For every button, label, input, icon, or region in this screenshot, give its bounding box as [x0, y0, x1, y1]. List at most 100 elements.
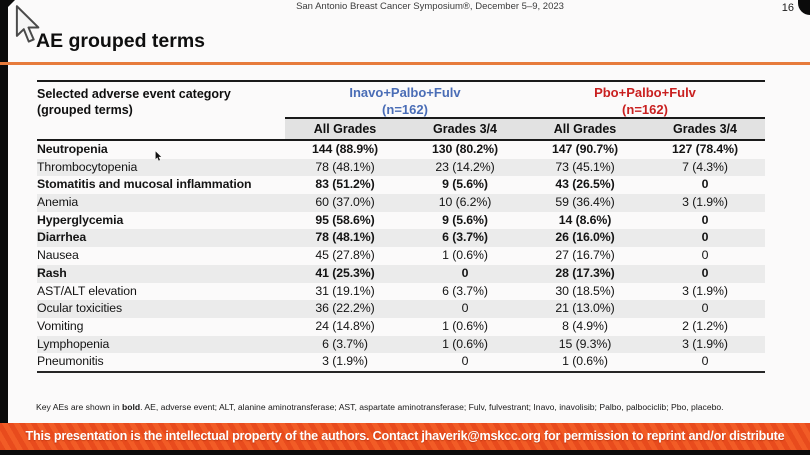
slide-page-number: 16 — [781, 2, 794, 14]
ae-value-all-grades-inavo: 45 (27.8%) — [315, 248, 375, 263]
table-row: Anemia 60 (37.0%) 10 (6.2%) 59 (36.4%) 3… — [37, 194, 765, 212]
ae-value-grades34-inavo: 1 (0.6%) — [442, 318, 488, 333]
ae-category-label: Nausea — [37, 248, 79, 263]
ae-value-grades34-pbo: 0 — [701, 230, 709, 245]
ae-value-all-grades-pbo: 30 (18.5%) — [555, 283, 615, 298]
table-row: Rash 41 (25.3%) 0 28 (17.3%) 0 — [37, 264, 765, 283]
ae-category-label: Hyperglycemia — [37, 212, 124, 227]
ae-value-grades34-inavo: 130 (80.2%) — [432, 142, 498, 156]
table-row: Pneumonitis 3 (1.9%) 0 1 (0.6%) 0 — [37, 353, 765, 371]
mouse-cursor-icon — [13, 5, 43, 52]
table-group-header-row: Selected adverse event category (grouped… — [37, 80, 765, 119]
ae-value-all-grades-inavo: 36 (22.2%) — [315, 301, 375, 316]
slide-title: AE grouped terms — [36, 30, 206, 52]
table-row: Thrombocytopenia 78 (48.1%) 23 (14.2%) 7… — [37, 158, 765, 177]
ae-value-all-grades-inavo: 78 (48.1%) — [315, 230, 375, 245]
group-n: (n=162) — [622, 101, 668, 117]
ae-value-all-grades-inavo: 24 (14.8%) — [315, 318, 375, 333]
ae-category-label: Anemia — [37, 195, 79, 210]
ae-value-all-grades-inavo: 144 (88.9%) — [312, 142, 378, 156]
ae-value-grades34-inavo: 0 — [461, 354, 469, 369]
ae-category-label: Rash — [37, 265, 67, 280]
ae-value-grades34-inavo: 9 (5.6%) — [442, 212, 488, 227]
ae-value-grades34-inavo: 23 (14.2%) — [435, 159, 495, 174]
ae-value-grades34-pbo: 0 — [701, 248, 709, 263]
ae-value-grades34-pbo: 0 — [701, 265, 709, 280]
small-cursor-artifact-icon — [154, 149, 163, 167]
ae-category-label: Thrombocytopenia — [37, 159, 138, 174]
ae-value-all-grades-pbo: 59 (36.4%) — [555, 195, 615, 210]
video-frame-bottom-edge — [0, 450, 810, 455]
ae-value-grades34-pbo: 0 — [701, 212, 709, 227]
ae-category-label: Stomatitis and mucosal inflammation — [37, 177, 252, 192]
table-row: Nausea 45 (27.8%) 1 (0.6%) 27 (16.7%) 0 — [37, 247, 765, 265]
video-frame-corner-top-right — [798, 0, 810, 15]
table-row: Ocular toxicities 36 (22.2%) 0 21 (13.0%… — [37, 300, 765, 318]
ae-value-all-grades-inavo: 31 (19.1%) — [315, 283, 375, 298]
treatment-group-headers: Inavo+Palbo+Fulv (n=162) Pbo+Palbo+Fulv … — [285, 82, 765, 119]
ae-value-grades34-pbo: 2 (1.2%) — [682, 318, 728, 333]
ae-value-all-grades-pbo: 27 (16.7%) — [555, 248, 615, 263]
group-n: (n=162) — [382, 101, 428, 117]
ae-value-grades34-inavo: 10 (6.2%) — [438, 195, 492, 210]
ae-category-label: Lymphopenia — [37, 336, 110, 351]
ae-value-grades34-pbo: 0 — [701, 354, 709, 369]
ae-value-grades34-inavo: 0 — [461, 265, 469, 280]
grade-column-headers: All Grades Grades 3/4 All Grades Grades … — [285, 119, 765, 139]
ae-value-grades34-pbo: 3 (1.9%) — [682, 336, 728, 351]
table-row: AST/ALT elevation 31 (19.1%) 6 (3.7%) 30… — [37, 283, 765, 301]
copyright-banner: This presentation is the intellectual pr… — [0, 423, 810, 450]
group-header-inavo-palbo-fulv: Inavo+Palbo+Fulv (n=162) — [285, 82, 525, 117]
footnote-bold-word: bold — [121, 402, 141, 412]
ae-value-all-grades-inavo: 78 (48.1%) — [315, 159, 375, 174]
ae-value-grades34-pbo: 127 (78.4%) — [672, 142, 738, 156]
conference-header: San Antonio Breast Cancer Symposium®, De… — [296, 1, 564, 12]
ae-category-label: Diarrhea — [37, 230, 87, 245]
ae-category-label: AST/ALT elevation — [37, 283, 137, 298]
title-divider-rule — [0, 62, 810, 65]
adverse-events-table: Selected adverse event category (grouped… — [37, 80, 765, 373]
ae-value-grades34-inavo: 6 (3.7%) — [442, 283, 488, 298]
ae-value-grades34-inavo: 1 (0.6%) — [442, 248, 488, 263]
table-subheader-row: All Grades Grades 3/4 All Grades Grades … — [37, 119, 765, 141]
table-row: Stomatitis and mucosal inflammation 83 (… — [37, 176, 765, 194]
table-body: Neutropenia 144 (88.9%) 130 (80.2%) 147 … — [37, 141, 765, 373]
ae-value-grades34-inavo: 1 (0.6%) — [442, 336, 488, 351]
ae-category-label: Ocular toxicities — [37, 301, 123, 316]
ae-value-all-grades-pbo: 28 (17.3%) — [555, 265, 615, 280]
footnote-rest: . AE, adverse event; ALT, alanine aminot… — [140, 402, 724, 412]
ae-value-all-grades-inavo: 83 (51.2%) — [315, 177, 375, 192]
ae-value-grades34-pbo: 7 (4.3%) — [682, 159, 728, 174]
ae-value-grades34-inavo: 6 (3.7%) — [442, 230, 488, 245]
ae-value-grades34-pbo: 3 (1.9%) — [682, 283, 728, 298]
ae-category-label: Pneumonitis — [37, 354, 104, 369]
table-row: Hyperglycemia 95 (58.6%) 9 (5.6%) 14 (8.… — [37, 212, 765, 230]
column-header-all-grades-pbo: All Grades — [553, 122, 617, 136]
table-row: Vomiting 24 (14.8%) 1 (0.6%) 8 (4.9%) 2 … — [37, 318, 765, 336]
table-row: Diarrhea 78 (48.1%) 6 (3.7%) 26 (16.0%) … — [37, 229, 765, 248]
ae-value-all-grades-pbo: 26 (16.0%) — [555, 230, 615, 245]
ae-category-label: Neutropenia — [37, 142, 108, 156]
ae-value-all-grades-pbo: 43 (26.5%) — [555, 177, 615, 192]
ae-value-all-grades-pbo: 8 (4.9%) — [562, 318, 608, 333]
ae-value-all-grades-inavo: 6 (3.7%) — [322, 336, 368, 351]
row-category-header: Selected adverse event category (grouped… — [37, 87, 231, 118]
column-header-grades34-pbo: Grades 3/4 — [673, 122, 737, 136]
ae-value-all-grades-pbo: 73 (45.1%) — [555, 159, 615, 174]
footnote-prefix: Key AEs are shown in — [36, 402, 122, 412]
ae-value-all-grades-inavo: 3 (1.9%) — [322, 354, 368, 369]
ae-value-grades34-inavo: 0 — [461, 301, 469, 316]
subheader-spacer — [37, 119, 285, 139]
copyright-banner-text: This presentation is the intellectual pr… — [25, 429, 785, 443]
video-frame-left-edge — [0, 0, 8, 455]
ae-value-grades34-pbo: 3 (1.9%) — [682, 195, 728, 210]
ae-value-all-grades-pbo: 15 (9.3%) — [558, 336, 612, 351]
ae-value-grades34-inavo: 9 (5.6%) — [442, 177, 488, 192]
table-row: Neutropenia 144 (88.9%) 130 (80.2%) 147 … — [37, 141, 765, 159]
ae-value-grades34-pbo: 0 — [701, 177, 709, 192]
group-label: Pbo+Palbo+Fulv — [594, 85, 696, 100]
column-header-grades34-inavo: Grades 3/4 — [433, 122, 497, 136]
video-frame-corner-top-left — [6, 0, 15, 9]
ae-category-label: Vomiting — [37, 318, 84, 333]
ae-value-all-grades-inavo: 95 (58.6%) — [315, 212, 375, 227]
